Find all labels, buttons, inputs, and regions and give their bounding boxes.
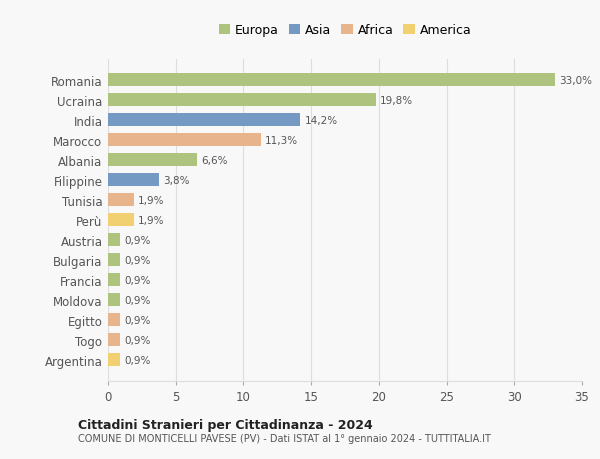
Bar <box>108 134 261 147</box>
Text: 0,9%: 0,9% <box>124 275 151 285</box>
Bar <box>108 154 197 167</box>
Text: 0,9%: 0,9% <box>124 315 151 325</box>
Bar <box>108 174 160 187</box>
Bar <box>108 353 120 366</box>
Text: 1,9%: 1,9% <box>138 215 164 225</box>
Text: 11,3%: 11,3% <box>265 135 298 146</box>
Bar <box>108 94 376 107</box>
Text: 19,8%: 19,8% <box>380 96 413 106</box>
Legend: Europa, Asia, Africa, America: Europa, Asia, Africa, America <box>218 24 472 37</box>
Text: 3,8%: 3,8% <box>164 175 190 185</box>
Text: 0,9%: 0,9% <box>124 235 151 245</box>
Bar <box>108 114 301 127</box>
Bar <box>108 334 120 347</box>
Text: Cittadini Stranieri per Cittadinanza - 2024: Cittadini Stranieri per Cittadinanza - 2… <box>78 418 373 431</box>
Text: 33,0%: 33,0% <box>559 76 592 86</box>
Text: 0,9%: 0,9% <box>124 255 151 265</box>
Bar <box>108 234 120 247</box>
Text: 0,9%: 0,9% <box>124 355 151 365</box>
Bar <box>108 214 134 227</box>
Bar <box>108 194 134 207</box>
Text: 14,2%: 14,2% <box>304 116 337 126</box>
Bar <box>108 274 120 286</box>
Bar <box>108 313 120 326</box>
Text: 0,9%: 0,9% <box>124 295 151 305</box>
Bar <box>108 294 120 307</box>
Text: COMUNE DI MONTICELLI PAVESE (PV) - Dati ISTAT al 1° gennaio 2024 - TUTTITALIA.IT: COMUNE DI MONTICELLI PAVESE (PV) - Dati … <box>78 433 491 442</box>
Text: 0,9%: 0,9% <box>124 335 151 345</box>
Bar <box>108 254 120 267</box>
Text: 6,6%: 6,6% <box>202 156 228 166</box>
Bar <box>108 74 555 87</box>
Text: 1,9%: 1,9% <box>138 196 164 205</box>
